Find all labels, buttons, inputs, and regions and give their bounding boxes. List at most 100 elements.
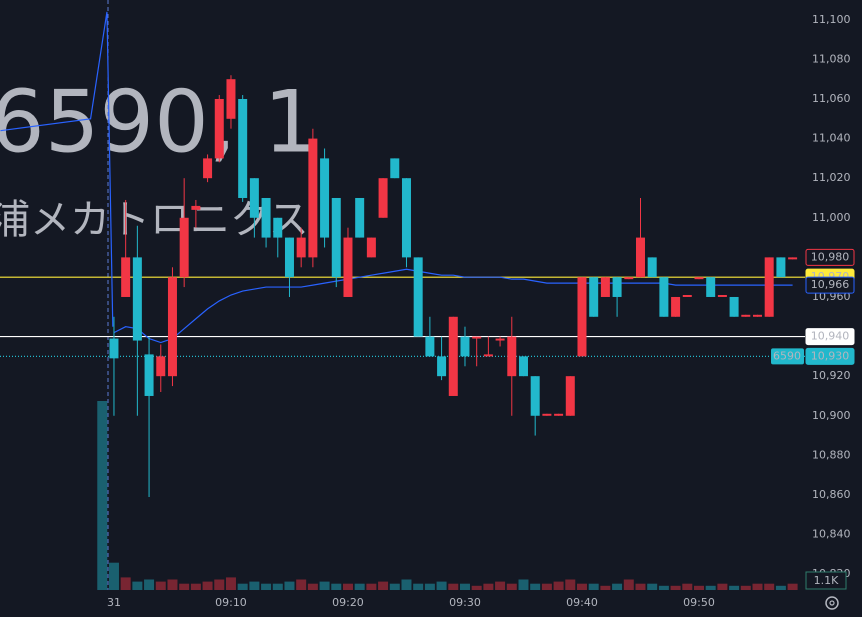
candle-body (776, 257, 786, 278)
candle-body (577, 277, 587, 357)
volume-bar (237, 583, 248, 590)
candle-body (191, 205, 201, 210)
y-tick-label: 10,860 (812, 488, 851, 501)
price-badge (805, 347, 855, 365)
candle-body (308, 138, 318, 258)
candle-body (132, 257, 142, 341)
candle-body (659, 277, 669, 317)
volume-bar (729, 585, 740, 590)
candle-body (788, 257, 798, 260)
volume-bar (705, 585, 716, 590)
volume-bar (225, 577, 236, 590)
candle-body (624, 277, 634, 280)
candle-body (741, 314, 751, 317)
volume-bar (401, 579, 412, 590)
volume-bar (144, 579, 155, 590)
candle-body (448, 316, 458, 396)
candle-body (507, 336, 517, 377)
volume-bar (214, 579, 225, 590)
candle-body (706, 277, 716, 297)
volume-bar (120, 577, 131, 590)
price-badge-label: 10,940 (811, 330, 850, 343)
candle-body (156, 356, 166, 377)
volume-bar (495, 581, 506, 590)
x-tick-label: 31 (107, 596, 121, 609)
volume-bar (155, 581, 166, 590)
volume-bar (424, 583, 435, 590)
candle-body (682, 295, 692, 297)
premarket-line (0, 11, 114, 327)
volume-label: 1.1K (814, 574, 839, 587)
candle-body (460, 336, 470, 357)
y-tick-label: 10,840 (812, 528, 851, 541)
volume-bar (448, 583, 459, 590)
y-axis-panel (805, 0, 862, 617)
settings-icon[interactable] (825, 596, 839, 610)
candle-body (589, 277, 599, 317)
y-axis: 10,82010,84010,86010,88010,90010,92010,9… (812, 13, 851, 580)
candle-body (401, 178, 411, 258)
volume-bar (752, 583, 763, 590)
price-badge (805, 276, 855, 294)
price-badge-label: 10,930 (811, 349, 850, 362)
vwap-line (113, 268, 793, 344)
candle-body (378, 178, 388, 218)
volume-bar (319, 581, 330, 590)
candle-body (343, 237, 353, 297)
lines (0, 11, 793, 344)
x-tick-label: 09:10 (215, 596, 247, 609)
volume-bar (541, 583, 552, 590)
y-tick-label: 11,060 (812, 92, 851, 105)
volume-bar (658, 585, 669, 590)
candle-body (320, 158, 330, 238)
candle-body (331, 197, 341, 278)
y-tick-label: 11,020 (812, 171, 851, 184)
volume-bar (179, 583, 190, 590)
candle-body (764, 257, 774, 317)
volume-bar (249, 581, 260, 590)
volume-bar (108, 562, 119, 590)
candle-body (752, 314, 762, 317)
volume-bar (366, 583, 377, 590)
candle-body (238, 98, 248, 198)
candle-body (530, 376, 540, 416)
volume-bar (459, 583, 470, 590)
price-badge (805, 248, 855, 266)
candle-body (413, 257, 423, 337)
y-tick-label: 11,100 (812, 13, 851, 26)
candle-body (144, 354, 154, 396)
volume-bar (436, 581, 447, 590)
candle-body (261, 197, 271, 238)
candle-body (495, 338, 505, 341)
price-badge-label: 10,980 (811, 250, 850, 263)
volume-bar (272, 583, 283, 590)
volume-badge (805, 571, 847, 590)
volume-bar (413, 583, 424, 590)
volume-bar (588, 583, 599, 590)
volume-bar (97, 401, 108, 590)
candle-body (671, 296, 681, 317)
y-tick-label: 10,900 (812, 409, 851, 422)
candle-body (121, 257, 131, 297)
volume-bar (635, 583, 646, 590)
x-tick-label: 09:50 (683, 596, 715, 609)
volume-bar (518, 579, 529, 590)
volume-bar (202, 581, 213, 590)
candle-body (214, 98, 224, 159)
y-tick-label: 11,080 (812, 52, 851, 65)
price-badge (805, 328, 855, 346)
volume-bar (717, 583, 728, 590)
candle-body (717, 295, 727, 297)
volume-bar (261, 583, 272, 590)
candle-body (542, 413, 552, 416)
volume-bar (682, 583, 693, 590)
watermark: 6590, 1 (0, 72, 318, 172)
volume-bar (483, 583, 494, 590)
volume-bar (693, 585, 704, 590)
y-tick-label: 11,040 (812, 132, 851, 145)
candle-body (284, 237, 294, 278)
symbol-badge (771, 348, 804, 365)
candle-body (437, 356, 447, 377)
x-tick-label: 09:30 (449, 596, 481, 609)
